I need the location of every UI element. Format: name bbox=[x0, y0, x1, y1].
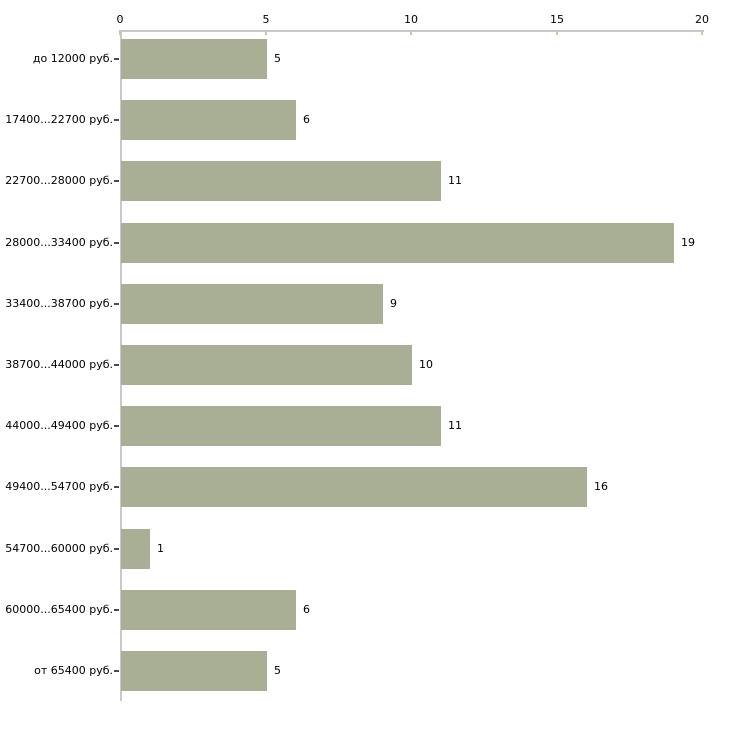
x-axis-tick-label: 15 bbox=[550, 13, 564, 26]
bar bbox=[121, 39, 267, 79]
category-label: до 12000 руб. bbox=[32, 52, 113, 65]
value-label: 11 bbox=[448, 174, 462, 187]
bar bbox=[121, 590, 296, 630]
value-label: 5 bbox=[274, 664, 281, 677]
category-tick bbox=[114, 242, 119, 244]
category-tick bbox=[114, 609, 119, 611]
category-label: 28000...33400 руб. bbox=[5, 236, 113, 249]
category-label: 38700...44000 руб. bbox=[5, 358, 113, 371]
category-tick bbox=[114, 486, 119, 488]
category-tick bbox=[114, 548, 119, 550]
bar bbox=[121, 223, 674, 263]
category-tick bbox=[114, 425, 119, 427]
category-tick bbox=[114, 303, 119, 305]
value-label: 6 bbox=[303, 603, 310, 616]
category-label: 22700...28000 руб. bbox=[5, 174, 113, 187]
x-axis-tick-label: 0 bbox=[116, 13, 124, 26]
category-tick bbox=[114, 119, 119, 121]
value-label: 9 bbox=[390, 297, 397, 310]
value-label: 11 bbox=[448, 419, 462, 432]
x-axis-tick bbox=[701, 30, 703, 35]
category-tick bbox=[114, 180, 119, 182]
category-label: 49400...54700 руб. bbox=[5, 480, 113, 493]
bar bbox=[121, 345, 412, 385]
x-axis-tick bbox=[119, 30, 121, 35]
category-label: 60000...65400 руб. bbox=[5, 603, 113, 616]
category-label: от 65400 руб. bbox=[34, 664, 113, 677]
category-label: 54700...60000 руб. bbox=[5, 542, 113, 555]
category-label: 44000...49400 руб. bbox=[5, 419, 113, 432]
bar bbox=[121, 100, 296, 140]
bar bbox=[121, 467, 587, 507]
category-label: 33400...38700 руб. bbox=[5, 297, 113, 310]
x-axis-tick-label: 5 bbox=[262, 13, 270, 26]
bar bbox=[121, 284, 383, 324]
bar bbox=[121, 161, 441, 201]
value-label: 19 bbox=[681, 236, 695, 249]
bar bbox=[121, 406, 441, 446]
bar bbox=[121, 529, 150, 569]
value-label: 1 bbox=[157, 542, 164, 555]
x-axis-tick bbox=[410, 30, 412, 35]
x-axis-line bbox=[120, 30, 704, 32]
category-tick bbox=[114, 670, 119, 672]
value-label: 6 bbox=[303, 113, 310, 126]
x-axis-tick-label: 10 bbox=[404, 13, 418, 26]
category-label: 17400...22700 руб. bbox=[5, 113, 113, 126]
x-axis-tick-label: 20 bbox=[695, 13, 709, 26]
value-label: 5 bbox=[274, 52, 281, 65]
value-label: 16 bbox=[594, 480, 608, 493]
x-axis-tick bbox=[556, 30, 558, 35]
value-label: 10 bbox=[419, 358, 433, 371]
bar bbox=[121, 651, 267, 691]
category-tick bbox=[114, 364, 119, 366]
category-tick bbox=[114, 58, 119, 60]
x-axis-tick bbox=[265, 30, 267, 35]
